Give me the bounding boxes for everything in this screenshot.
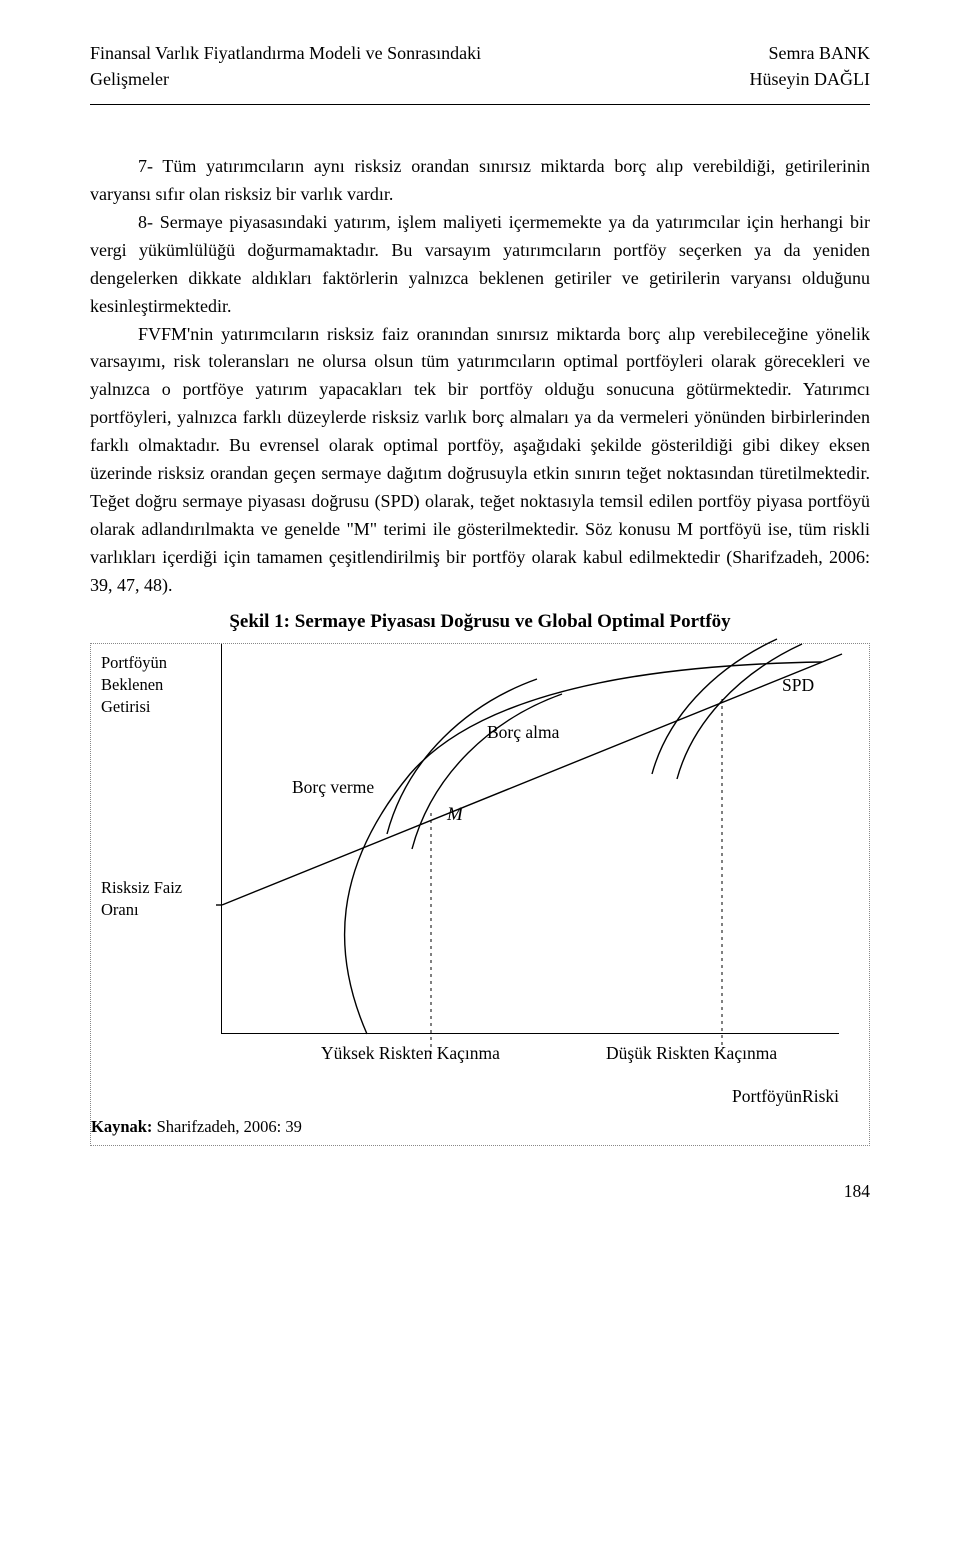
low-risk-aversion-label: Düşük Riskten Kaçınma bbox=[606, 1040, 777, 1067]
page-number: 184 bbox=[90, 1178, 870, 1205]
y-label-line2: Beklenen bbox=[101, 674, 215, 696]
y-label-line3: Getirisi bbox=[101, 696, 215, 718]
figure-spd_label-label: SPD bbox=[782, 672, 814, 699]
header-right-line1: Semra BANK bbox=[750, 40, 870, 66]
paragraph-2: 8- Sermaye piyasasındaki yatırım, işlem … bbox=[90, 209, 870, 321]
figure-lend_label-label: Borç verme bbox=[292, 774, 374, 801]
paragraph-3: FVFM'nin yatırımcıların risksiz faiz ora… bbox=[90, 321, 870, 600]
header-left-line1: Finansal Varlık Fiyatlandırma Modeli ve … bbox=[90, 40, 481, 66]
high-risk-aversion-label: Yüksek Riskten Kaçınma bbox=[321, 1040, 500, 1067]
chart-row: Portföyün Beklenen Getirisi Risksiz Faiz… bbox=[91, 644, 869, 1034]
below-left-spacer bbox=[91, 1040, 221, 1110]
paragraph-1: 7- Tüm yatırımcıların aynı risksiz orand… bbox=[90, 153, 870, 209]
figure-m_label-label: M bbox=[447, 800, 463, 829]
header-right: Semra BANK Hüseyin DAĞLI bbox=[750, 40, 870, 92]
below-chart-row: Yüksek Riskten Kaçınma Düşük Riskten Kaç… bbox=[91, 1040, 869, 1110]
y-label-line1: Portföyün bbox=[101, 652, 215, 674]
body-text: 7- Tüm yatırımcıların aynı risksiz orand… bbox=[90, 153, 870, 599]
source-text: Sharifzadeh, 2006: 39 bbox=[152, 1117, 301, 1136]
x-axis-label: PortföyünRiski bbox=[732, 1083, 839, 1110]
header-left-line2: Gelişmeler bbox=[90, 66, 481, 92]
below-chart-labels: Yüksek Riskten Kaçınma Düşük Riskten Kaç… bbox=[221, 1040, 839, 1110]
header-left: Finansal Varlık Fiyatlandırma Modeli ve … bbox=[90, 40, 481, 92]
running-header: Finansal Varlık Fiyatlandırma Modeli ve … bbox=[90, 40, 870, 92]
capital-market-line-chart: SPD Borç alma Borç verme M bbox=[221, 644, 839, 1034]
header-right-line2: Hüseyin DAĞLI bbox=[750, 66, 870, 92]
figure: Portföyün Beklenen Getirisi Risksiz Faiz… bbox=[90, 643, 870, 1147]
figure-title: Şekil 1: Sermaye Piyasası Doğrusu ve Glo… bbox=[90, 607, 870, 636]
rf-label-line2: Oranı bbox=[101, 899, 215, 921]
rf-label-line1: Risksiz Faiz bbox=[101, 877, 215, 899]
figure-source: Kaynak: Sharifzadeh, 2006: 39 bbox=[91, 1114, 869, 1140]
figure-borrow_label-label: Borç alma bbox=[487, 719, 559, 746]
header-rule bbox=[90, 104, 870, 105]
y-axis-label: Portföyün Beklenen Getirisi Risksiz Faiz… bbox=[91, 644, 221, 921]
source-label: Kaynak: bbox=[91, 1117, 152, 1136]
